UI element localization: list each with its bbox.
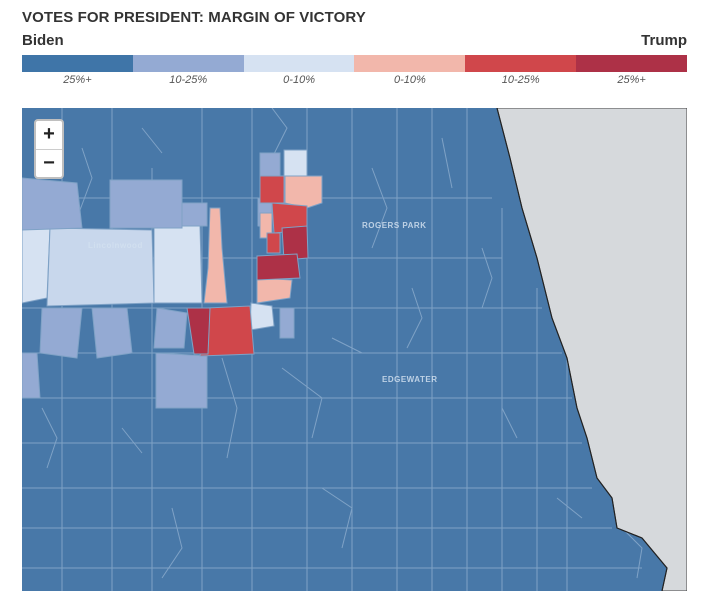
precinct-map[interactable] — [22, 108, 687, 591]
legend-bin-label: 25%+ — [63, 74, 92, 86]
legend-swatch-biden-25plus — [22, 55, 133, 72]
legend-swatch-biden-0-10 — [243, 55, 355, 72]
zoom-control: + − — [34, 119, 64, 179]
legend-bin-labels: 25%+ 10-25% 0-10% 0-10% 10-25% 25%+ — [22, 74, 687, 86]
legend-bin-label: 0-10% — [394, 74, 426, 86]
place-label-lincolnwood: Lincolnwood — [88, 241, 143, 250]
legend-right-label: Trump — [641, 32, 687, 49]
legend-swatch-trump-0-10 — [354, 55, 466, 72]
precincts-biden-10-25 — [22, 152, 295, 409]
legend-bin-label: 25%+ — [617, 74, 646, 86]
legend-bin-label: 10-25% — [169, 74, 208, 86]
zoom-out-button[interactable]: − — [43, 151, 55, 174]
precinct-boundaries — [22, 108, 643, 591]
precinct-map-canvas[interactable] — [22, 108, 687, 591]
precincts-biden-0-10 — [22, 149, 308, 331]
lake-michigan — [496, 108, 687, 591]
shoreline — [496, 108, 668, 591]
legend-bin-label: 10-25% — [501, 74, 540, 86]
precincts-trump-25plus — [186, 225, 309, 355]
place-label-edgewater: EDGEWATER — [382, 375, 438, 384]
precincts-trump-0-10 — [203, 175, 323, 304]
legend-swatch-trump-10-25 — [465, 55, 577, 72]
legend-color-scale — [22, 55, 687, 72]
legend-swatch-trump-25plus — [576, 55, 687, 72]
legend-swatch-biden-10-25 — [132, 55, 244, 72]
place-label-rogers-park: ROGERS PARK — [362, 221, 427, 230]
map-title: VOTES FOR PRESIDENT: MARGIN OF VICTORY — [22, 9, 366, 26]
precincts-trump-10-25 — [199, 175, 308, 357]
legend-bin-label: 0-10% — [283, 74, 315, 86]
zoom-in-button[interactable]: + — [36, 121, 62, 150]
legend-left-label: Biden — [22, 32, 64, 49]
